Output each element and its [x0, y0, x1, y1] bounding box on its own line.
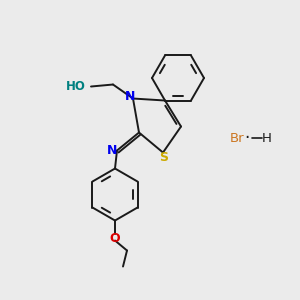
Text: Br: Br	[230, 131, 244, 145]
Text: O: O	[110, 232, 120, 245]
Text: N: N	[107, 144, 117, 157]
Text: S: S	[160, 151, 169, 164]
Text: ·: ·	[244, 129, 250, 147]
Text: HO: HO	[66, 80, 86, 93]
Text: N: N	[125, 90, 135, 103]
Text: H: H	[262, 131, 272, 145]
